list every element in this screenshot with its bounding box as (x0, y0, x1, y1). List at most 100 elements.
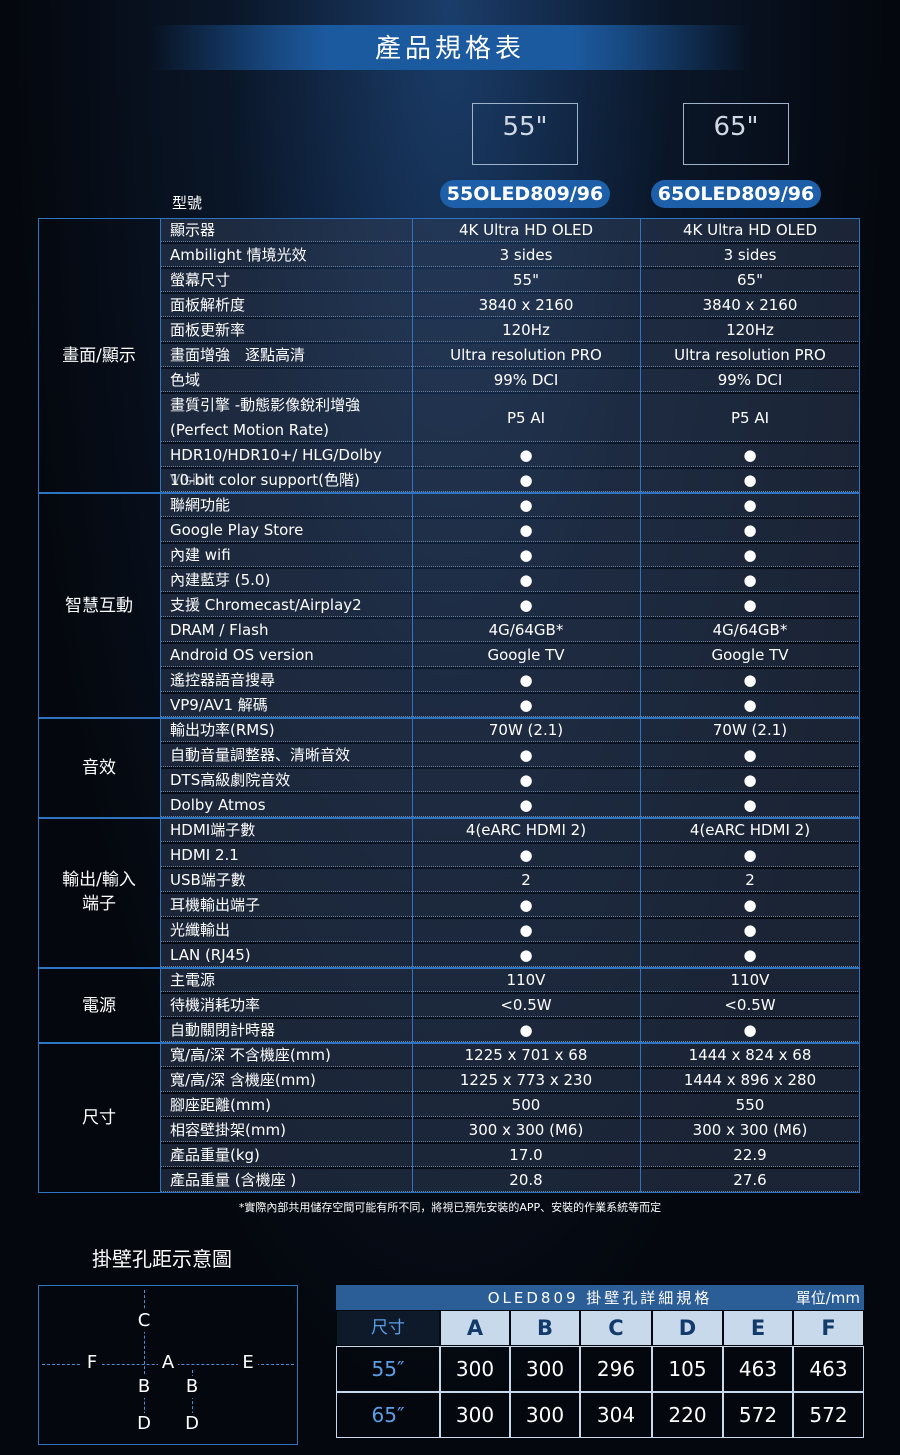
spec-label: 畫質引擎 -動態影像銳利增強 (Perfect Motion Rate) (170, 396, 361, 439)
spec-value: ● (519, 521, 533, 539)
spec-label: DTS高級劇院音效 (170, 771, 291, 789)
spec-value: ● (743, 1021, 757, 1039)
spec-value: ● (743, 546, 757, 564)
spec-label: 內建藍芽 (5.0) (170, 571, 271, 589)
spec-label: 寬/高/深 含機座(mm) (170, 1071, 316, 1089)
spec-label: VP9/AV1 解碼 (170, 696, 268, 714)
diagram-title: 掛壁孔距示意圖 (92, 1247, 232, 1271)
spec-value: 20.8 (509, 1171, 543, 1189)
model-name: 65OLED809/96 (651, 180, 821, 208)
footnote: *實際內部共用儲存空間可能有所不同，將視已預先安裝的APP、安裝的作業系統等而定 (238, 1201, 662, 1214)
spec-row (160, 1169, 860, 1192)
wall-cell: 220 (652, 1392, 723, 1438)
spec-row (160, 944, 860, 967)
spec-value: 4G/64GB* (488, 621, 564, 639)
wall-cell: 300 (510, 1392, 580, 1438)
spec-row (160, 719, 860, 742)
section-name: 音效 (82, 758, 116, 778)
spec-label: 寬/高/深 不含機座(mm) (170, 1046, 331, 1064)
wall-cell: 300 (440, 1392, 510, 1438)
spec-value: 99% DCI (493, 371, 559, 389)
spec-value: 2 (745, 871, 755, 889)
section-box (38, 493, 860, 718)
spec-row (160, 844, 860, 867)
spec-row (160, 394, 860, 442)
spec-label: 腳座距離(mm) (170, 1096, 271, 1114)
spec-value: Ultra resolution PRO (450, 346, 602, 364)
spec-label: 輸出功率(RMS) (170, 721, 275, 739)
spec-row (160, 869, 860, 892)
spec-label: Google Play Store (170, 521, 304, 539)
spec-value: ● (519, 546, 533, 564)
spec-row (160, 669, 860, 692)
spec-value: 120Hz (726, 321, 774, 339)
model-size: 55" (502, 112, 548, 142)
spec-value: 2 (521, 871, 531, 889)
spec-value: 27.6 (733, 1171, 767, 1189)
spec-value: ● (519, 896, 533, 914)
spec-value: Ultra resolution PRO (674, 346, 826, 364)
spec-row (160, 769, 860, 792)
spec-label: 面板解析度 (170, 296, 246, 314)
spec-label: 螢幕尺寸 (170, 271, 231, 289)
spec-label: 色域 (170, 371, 201, 389)
spec-value: ● (743, 521, 757, 539)
spec-value: <0.5W (500, 996, 552, 1014)
spec-row (160, 444, 860, 467)
wall-cell: 300 (440, 1346, 510, 1392)
section-name: 尺寸 (82, 1108, 116, 1128)
spec-value: ● (519, 596, 533, 614)
spec-row (160, 469, 860, 492)
spec-label: HDMI 2.1 (170, 846, 239, 864)
spec-value: 4(eARC HDMI 2) (689, 821, 811, 839)
spec-value: 1444 x 896 x 280 (683, 1071, 817, 1089)
spec-value: 500 (511, 1096, 541, 1114)
spec-row (160, 1019, 860, 1042)
spec-value: ● (519, 496, 533, 514)
spec-value: 300 x 300 (M6) (692, 1121, 808, 1139)
diagram-label: C (134, 1310, 154, 1332)
spec-label: 聯網功能 (170, 496, 231, 514)
spec-label: 自動關閉計時器 (170, 1021, 276, 1039)
spec-value: ● (519, 796, 533, 814)
spec-value: ● (519, 746, 533, 764)
spec-label: LAN (RJ45) (170, 946, 251, 964)
spec-value: ● (519, 471, 533, 489)
diagram-label: B (134, 1376, 154, 1398)
wall-cell: 304 (580, 1392, 652, 1438)
spec-value: 65" (737, 271, 763, 289)
wall-cell: 572 (723, 1392, 793, 1438)
spec-value: 4K Ultra HD OLED (458, 221, 594, 239)
diagram-label: D (134, 1413, 154, 1435)
spec-value: Google TV (487, 646, 565, 664)
spec-value: 17.0 (509, 1146, 543, 1164)
spec-row (160, 269, 860, 292)
spec-label: 耳機輸出端子 (170, 896, 261, 914)
spec-label: 相容壁掛架(mm) (170, 1121, 286, 1139)
wall-header-cell: F (794, 1311, 863, 1345)
spec-value: ● (743, 696, 757, 714)
spec-label: 畫面增強 逐點高清 (170, 346, 306, 364)
spec-value: ● (743, 896, 757, 914)
spec-row (160, 969, 860, 992)
spec-row (160, 544, 860, 567)
section-name: 電源 (82, 995, 116, 1016)
spec-value: 1444 x 824 x 68 (688, 1046, 812, 1064)
wall-header-cell: D (653, 1311, 722, 1345)
spec-value: 110V (730, 971, 770, 989)
diagram-label: D (182, 1413, 202, 1435)
spec-value: ● (743, 846, 757, 864)
spec-value: ● (743, 471, 757, 489)
model-label: 型號 (172, 194, 203, 212)
spec-value: ● (519, 771, 533, 789)
model-box (683, 103, 789, 165)
wall-header-cell: C (581, 1311, 651, 1345)
wall-title: OLED809 掛壁孔詳細規格 (487, 1289, 713, 1307)
spec-row (160, 894, 860, 917)
spec-value: <0.5W (724, 996, 776, 1014)
spec-row (160, 594, 860, 617)
spec-label: Android OS version (170, 646, 314, 664)
spec-row (160, 569, 860, 592)
spec-row (160, 794, 860, 817)
